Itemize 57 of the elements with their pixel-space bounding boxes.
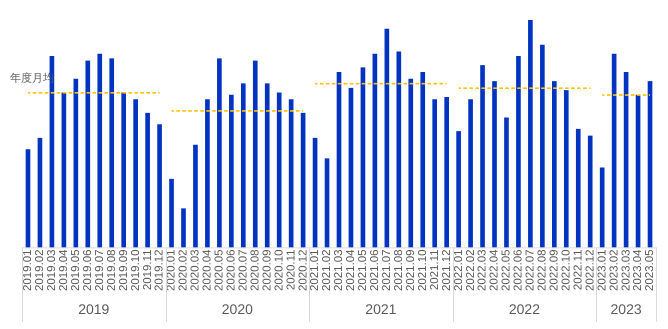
x-tick-label: 2020.11 [285, 249, 298, 290]
x-tick-label: 2022.06 [512, 249, 525, 292]
x-tick-label: 2019.05 [70, 249, 82, 292]
x-tick-label: 2021.01 [309, 249, 322, 292]
x-tick-label: 2022.01 [452, 249, 465, 292]
x-tick-label: 2020.02 [178, 249, 190, 292]
x-tick-label: 2021.07 [381, 249, 394, 292]
x-tick-label: 2019.02 [34, 249, 46, 292]
text: 2019 [78, 300, 110, 317]
x-tick-label: 2023.01 [596, 249, 608, 292]
x-tick-label: 2021.04 [345, 248, 358, 292]
x-tick-label: 2021.06 [369, 249, 382, 292]
x-tick-label: 2019.01 [22, 249, 34, 292]
x-tick-label: 2020.07 [237, 249, 250, 292]
x-tick-label: 2020.06 [226, 249, 238, 292]
x-tick-label: 2020.09 [261, 249, 274, 292]
x-tick-label: 2019.10 [130, 249, 142, 292]
x-tick-label: 2019.11 [142, 249, 154, 290]
x-tick-label: 2019.08 [106, 249, 118, 292]
text: 2020 [222, 300, 254, 317]
x-tick-label: 2022.10 [560, 249, 572, 292]
x-tick-label: 2020.10 [273, 249, 286, 292]
x-tick-label: 2023.04 [632, 248, 644, 292]
x-tick-label: 2019.04 [58, 248, 70, 292]
text: 2021 [365, 300, 397, 317]
x-tick-label: 2021.09 [404, 249, 417, 292]
x-tick-label: 2023.05 [644, 249, 656, 292]
x-tick-label: 2021.05 [357, 249, 370, 292]
x-tick-label: 2022.12 [584, 249, 596, 292]
x-tick-label: 2022.04 [488, 248, 501, 292]
x-tick-label: 2019.06 [82, 249, 94, 292]
x-tick-label: 2020.04 [202, 248, 214, 292]
x-tick-label: 2020.12 [297, 249, 310, 292]
x-tick-label: 2021.02 [321, 249, 334, 292]
x-tick-label: 2021.12 [440, 249, 453, 292]
x-tick-label: 2022.05 [500, 249, 513, 292]
x-tick-label: 2020.05 [214, 249, 226, 292]
x-tick-label: 2021.10 [416, 249, 429, 292]
x-tick-label: 2020.03 [190, 249, 202, 292]
x-tick-label: 2022.02 [464, 249, 477, 292]
x-tick-label: 2019.07 [94, 249, 106, 292]
x-tick-label: 2022.08 [536, 249, 549, 292]
x-tick-label: 2021.03 [333, 249, 346, 292]
x-tick-label: 2021.11 [428, 249, 441, 290]
x-tick-label: 2022.07 [524, 249, 537, 292]
x-tick-label: 2020.08 [249, 249, 262, 292]
text: 2022 [508, 300, 540, 317]
x-tick-label: 2023.02 [608, 249, 620, 292]
x-tick-label: 2023.03 [620, 249, 632, 292]
text: 2023 [610, 300, 642, 317]
x-tick-label: 2021.08 [392, 249, 405, 292]
x-tick-label: 2019.12 [154, 249, 166, 292]
x-tick-label: 2022.03 [476, 249, 489, 292]
x-tick-label: 2022.09 [548, 249, 560, 292]
x-tick-label: 2019.03 [46, 249, 58, 292]
x-tick-label: 2022.11 [572, 249, 584, 290]
x-tick-label: 2019.09 [118, 249, 130, 292]
